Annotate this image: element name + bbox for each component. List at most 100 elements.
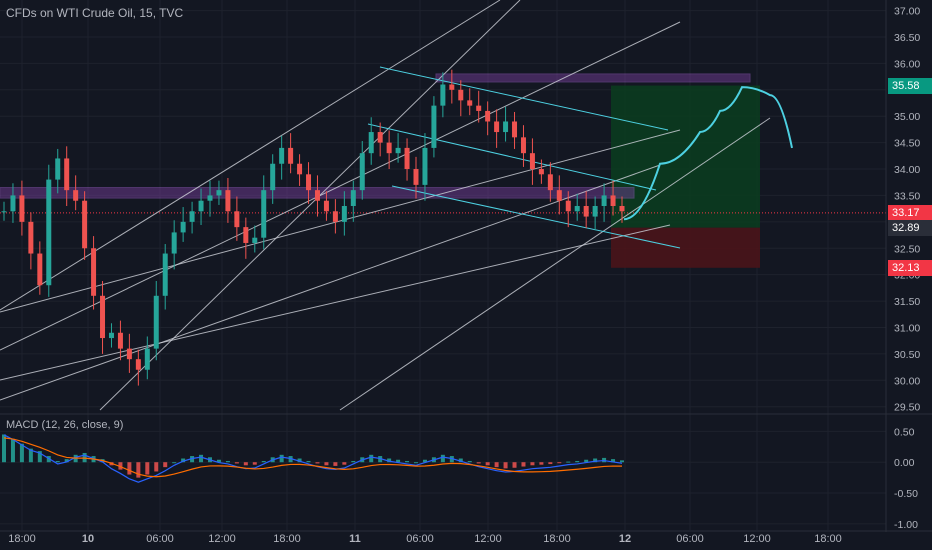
macd-bar bbox=[199, 454, 204, 463]
macd-bar bbox=[28, 448, 33, 463]
macd-bar bbox=[306, 460, 311, 463]
time-tick-label: 18:00 bbox=[273, 533, 301, 545]
time-tick-label: 10 bbox=[82, 533, 94, 545]
candle-body bbox=[28, 221, 34, 254]
macd-bar bbox=[64, 459, 69, 463]
macd-bar bbox=[575, 460, 580, 463]
price-tick-label: 30.00 bbox=[894, 375, 920, 387]
price-tick-label: 33.50 bbox=[894, 190, 920, 202]
price-tick-label: 37.00 bbox=[894, 6, 920, 18]
candle-body bbox=[198, 200, 204, 212]
time-tick-label: 11 bbox=[349, 533, 361, 545]
candle-body bbox=[368, 132, 374, 154]
candle-body bbox=[189, 211, 195, 222]
price-tick-label: 30.50 bbox=[894, 349, 920, 361]
candle-body bbox=[234, 211, 240, 228]
macd-bar bbox=[422, 459, 427, 463]
macd-bar bbox=[548, 462, 553, 465]
candle-body bbox=[180, 221, 186, 233]
candle-body bbox=[520, 137, 526, 154]
macd-bar bbox=[566, 461, 571, 463]
price-tick-label: 36.00 bbox=[894, 58, 920, 70]
candle-body bbox=[476, 105, 482, 111]
macd-bar bbox=[396, 459, 401, 463]
macd-bar bbox=[324, 462, 329, 466]
macd-bar bbox=[243, 462, 248, 466]
trendline bbox=[0, 21, 681, 351]
macd-bar bbox=[405, 460, 410, 463]
candle-body bbox=[126, 348, 132, 360]
macd-bar bbox=[297, 458, 302, 463]
price-tick-label: 34.00 bbox=[894, 164, 920, 176]
trendline bbox=[0, 224, 671, 381]
time-tick-label: 18:00 bbox=[543, 533, 571, 545]
candle-body bbox=[440, 84, 446, 106]
candle-body bbox=[359, 153, 365, 191]
candle-body bbox=[55, 158, 61, 180]
macd-bar bbox=[611, 459, 616, 463]
candle-body bbox=[261, 190, 267, 238]
macd-bar bbox=[620, 460, 624, 463]
price-tick-label: 34.50 bbox=[894, 138, 920, 150]
candle-body bbox=[135, 359, 141, 370]
price-marker: 35.58 bbox=[888, 77, 932, 94]
profit-zone bbox=[611, 85, 760, 228]
macd-bar bbox=[557, 462, 562, 464]
macd-bar bbox=[387, 458, 392, 463]
candle-body bbox=[19, 195, 25, 222]
channel-line bbox=[367, 123, 657, 191]
channel-line bbox=[379, 66, 669, 131]
macd-bar bbox=[55, 460, 60, 463]
macd-bar bbox=[315, 462, 320, 464]
trendline bbox=[99, 0, 521, 411]
candle-body bbox=[538, 169, 544, 175]
candle-body bbox=[556, 190, 562, 201]
trendline bbox=[0, 164, 661, 401]
candle-body bbox=[73, 190, 79, 201]
candle-body bbox=[279, 147, 285, 164]
candle-body bbox=[162, 253, 168, 296]
candle-body bbox=[503, 121, 509, 133]
candle-body bbox=[91, 248, 97, 296]
candle-body bbox=[574, 206, 580, 212]
macd-pane bbox=[2, 434, 624, 483]
candle-body bbox=[422, 147, 428, 185]
time-tick-label: 06:00 bbox=[676, 533, 704, 545]
candle-body bbox=[117, 332, 123, 349]
candle-body bbox=[270, 163, 276, 191]
chart-title: CFDs on WTI Crude Oil, 15, TVC bbox=[6, 6, 184, 20]
candle-body bbox=[601, 195, 607, 206]
candle-body bbox=[306, 174, 312, 191]
candle-body bbox=[619, 206, 625, 212]
time-tick-label: 18:00 bbox=[814, 533, 842, 545]
price-tick-label: 29.50 bbox=[894, 402, 920, 414]
candle-body bbox=[583, 206, 589, 217]
macd-line bbox=[3, 434, 623, 483]
candle-body bbox=[37, 253, 43, 286]
candle-body bbox=[46, 179, 52, 286]
macd-bar bbox=[163, 462, 168, 468]
macd-bar bbox=[136, 462, 141, 478]
macd-bar bbox=[261, 460, 266, 463]
candle-body bbox=[341, 206, 347, 222]
price-tick-label: 36.50 bbox=[894, 32, 920, 44]
macd-tick-label: 0.50 bbox=[894, 426, 915, 438]
signal-line bbox=[3, 437, 623, 478]
macd-bar bbox=[503, 462, 508, 469]
candle-body bbox=[529, 153, 535, 170]
macd-bar bbox=[2, 434, 6, 463]
loss-zone bbox=[611, 227, 760, 268]
candle-body bbox=[395, 147, 401, 154]
macd-bar bbox=[181, 458, 186, 463]
candle-body bbox=[404, 147, 410, 170]
price-tick-label: 31.00 bbox=[894, 322, 920, 334]
candle-body bbox=[332, 211, 338, 222]
candle-body bbox=[216, 190, 222, 196]
trendline bbox=[0, 129, 681, 313]
macd-bar bbox=[37, 451, 42, 463]
candle-body bbox=[458, 89, 464, 101]
trendline bbox=[339, 117, 771, 411]
candle-body bbox=[153, 295, 159, 349]
macd-bar bbox=[369, 454, 374, 463]
